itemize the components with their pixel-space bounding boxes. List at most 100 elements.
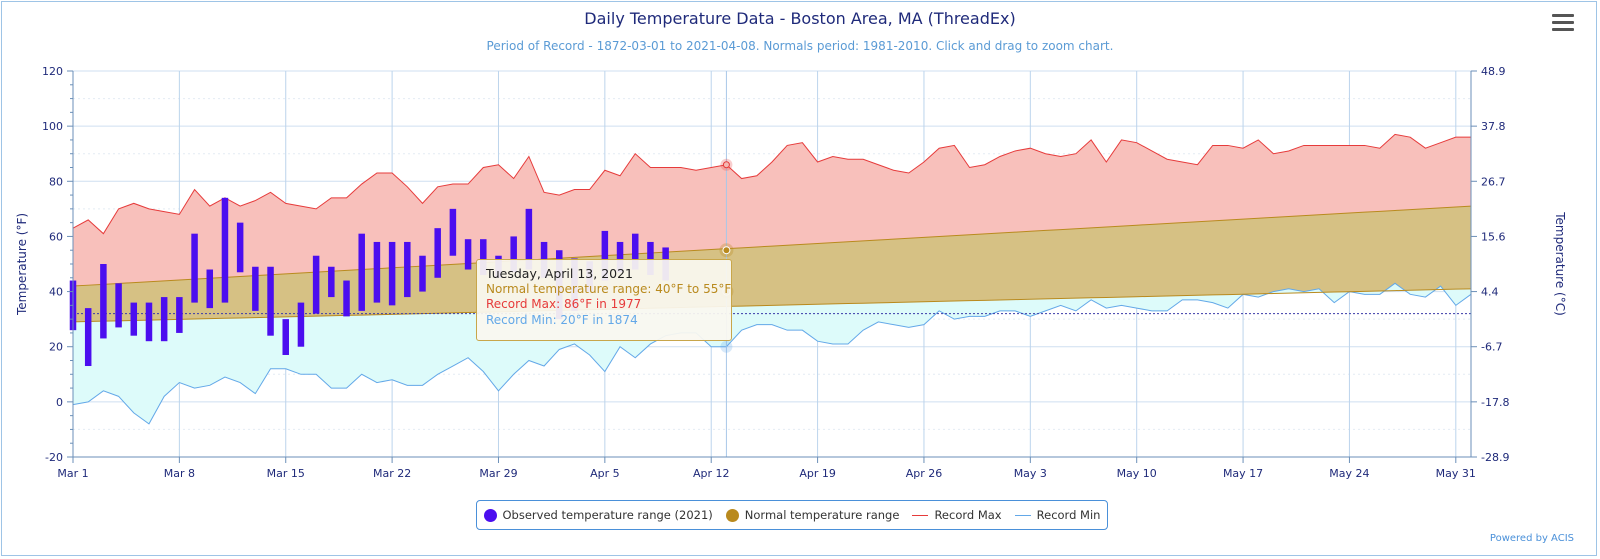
normal-high-line	[72, 205, 1472, 287]
legend-item-observed[interactable]: Observed temperature range (2021)	[483, 508, 713, 522]
observed-bar	[160, 297, 168, 342]
observed-bar	[176, 297, 183, 333]
observed-bar	[373, 241, 381, 303]
normal-dot-icon	[725, 508, 739, 522]
y-tick-label-left: 40	[49, 286, 63, 299]
menu-bar	[1552, 14, 1574, 17]
observed-bar	[616, 241, 624, 273]
normal-range-area	[73, 206, 1471, 322]
y-tick-label-left: 80	[49, 175, 63, 188]
y-tick-label-right: 48.9	[1481, 65, 1506, 78]
record-max-marker	[722, 161, 730, 169]
y-tick-label-left: 60	[49, 230, 63, 243]
y-tick-label-right: -17.8	[1481, 396, 1509, 409]
record-max-area	[73, 134, 1471, 287]
tooltip-record-min: Record Min: 20°F in 1874	[486, 312, 638, 327]
legend-item-record-max[interactable]: Record Max	[912, 508, 1002, 522]
x-tick-label: Apr 12	[693, 467, 730, 480]
observed-bar	[221, 197, 229, 303]
x-tick-label: Apr 5	[590, 467, 620, 480]
y-tick-label-right: -6.7	[1481, 341, 1502, 354]
legend-label: Observed temperature range (2021)	[502, 508, 713, 522]
x-tick-label: Mar 29	[479, 467, 517, 480]
record-max-line	[72, 133, 1471, 235]
observed-bar	[449, 208, 457, 256]
observed-bar	[130, 302, 138, 336]
legend-item-normal[interactable]: Normal temperature range	[725, 508, 900, 522]
y-tick-label-left: 0	[56, 396, 63, 409]
observed-bar	[464, 239, 472, 270]
observed-bar	[510, 236, 517, 273]
observed-bar	[328, 266, 335, 298]
y-axis-label-right: Temperature (°C)	[1553, 211, 1567, 316]
observed-bar	[206, 269, 214, 309]
chart-subtitle: Period of Record - 1872-03-01 to 2021-04…	[486, 39, 1114, 53]
y-tick-label-right: 15.6	[1481, 230, 1506, 243]
observed-bar	[388, 241, 396, 306]
record-min-area	[73, 283, 1471, 424]
observed-bar	[115, 283, 122, 328]
legend-label: Record Max	[934, 508, 1002, 522]
legend-label: Record Min	[1036, 508, 1101, 522]
observed-bar	[84, 308, 92, 367]
observed-bar	[525, 208, 533, 270]
y-tick-label-left: 120	[42, 65, 63, 78]
record-min-marker-halo	[720, 340, 733, 353]
observed-bar	[358, 233, 365, 311]
tooltip-record-max: Record Max: 86°F in 1977	[486, 297, 642, 311]
menu-bar	[1552, 28, 1574, 31]
y-tick-label-right: 4.4	[1481, 286, 1499, 299]
x-tick-label: Mar 1	[57, 467, 88, 480]
observed-bar	[419, 255, 426, 292]
observed-bar	[236, 222, 244, 273]
chart-title: Daily Temperature Data - Boston Area, MA…	[584, 9, 1016, 28]
observed-bar	[480, 239, 487, 276]
x-tick-label: Mar 8	[164, 467, 195, 480]
chart-legend: Observed temperature range (2021) Normal…	[476, 500, 1108, 530]
y-tick-label-right: 26.7	[1481, 175, 1506, 188]
tooltip-date: Tuesday, April 13, 2021	[486, 266, 634, 281]
legend-item-record-min[interactable]: Record Min	[1014, 508, 1101, 522]
observed-bar	[647, 241, 654, 276]
x-tick-label: May 17	[1223, 467, 1263, 480]
observed-bar	[145, 302, 153, 342]
x-tick-label: May 3	[1014, 467, 1047, 480]
tooltip-normal: Normal temperature range: 40°F to 55°F	[486, 281, 732, 296]
legend-label: Normal temperature range	[744, 508, 900, 522]
credits-link[interactable]: Powered by ACIS	[1489, 533, 1574, 544]
menu-bar	[1552, 21, 1574, 24]
observed-bar	[404, 241, 411, 298]
y-tick-label-left: 100	[42, 120, 63, 133]
observed-bar	[191, 233, 198, 303]
observed-bar	[282, 319, 289, 355]
normal-low-line	[72, 288, 1472, 323]
hamburger-menu-icon[interactable]	[1552, 14, 1574, 32]
y-tick-label-left: -20	[45, 451, 63, 464]
observed-bar	[601, 230, 609, 281]
x-tick-label: May 24	[1329, 467, 1369, 480]
x-tick-label: Mar 22	[373, 467, 411, 480]
y-tick-label-left: 20	[49, 341, 63, 354]
observed-dot-icon	[483, 508, 497, 522]
observed-bar	[343, 280, 350, 317]
y-tick-label-right: 37.8	[1481, 120, 1506, 133]
observed-bar	[631, 233, 639, 270]
x-tick-label: Mar 15	[267, 467, 305, 480]
record-max-line-icon	[912, 514, 929, 516]
y-axis-label-left: Temperature (°F)	[15, 213, 29, 316]
observed-bar	[434, 228, 441, 278]
x-tick-label: May 31	[1436, 467, 1476, 480]
normal-high-marker	[722, 246, 731, 255]
observed-bar	[312, 255, 320, 314]
y-tick-label-right: -28.9	[1481, 451, 1509, 464]
chart-axes: -20 -28.9 0 -17.8 20 -6.7 40 4.4 60 15.6 80 26.7 100…	[42, 65, 1509, 480]
observed-bar	[252, 266, 259, 311]
observed-bar	[267, 266, 274, 336]
x-tick-label: May 10	[1117, 467, 1157, 480]
observed-bar	[100, 264, 107, 339]
x-tick-label: Apr 19	[799, 467, 836, 480]
x-tick-label: Apr 26	[906, 467, 943, 480]
record-min-line	[72, 282, 1472, 425]
